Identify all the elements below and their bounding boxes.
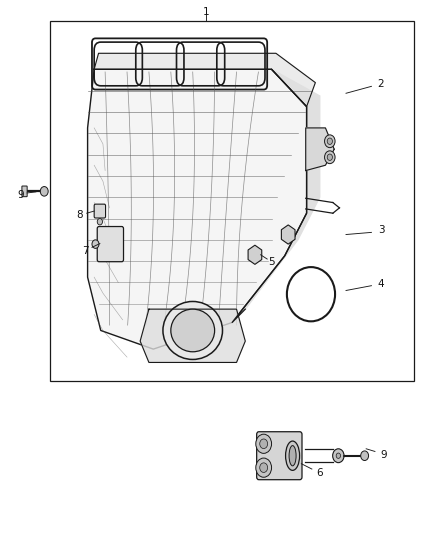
- Ellipse shape: [163, 302, 223, 359]
- FancyBboxPatch shape: [22, 186, 27, 197]
- Text: 1: 1: [202, 7, 209, 17]
- FancyBboxPatch shape: [94, 204, 106, 218]
- Text: 9: 9: [18, 190, 25, 200]
- Text: 6: 6: [316, 468, 323, 478]
- Text: 4: 4: [378, 279, 385, 288]
- Circle shape: [325, 135, 335, 148]
- Circle shape: [327, 154, 332, 160]
- Circle shape: [336, 453, 340, 458]
- Polygon shape: [94, 53, 315, 107]
- Text: 7: 7: [82, 246, 89, 255]
- Polygon shape: [306, 128, 334, 171]
- Polygon shape: [232, 69, 320, 322]
- Circle shape: [256, 458, 272, 477]
- Text: 9: 9: [380, 450, 387, 459]
- Text: 8: 8: [76, 211, 83, 220]
- Polygon shape: [140, 309, 245, 362]
- Circle shape: [256, 434, 272, 454]
- Circle shape: [325, 151, 335, 164]
- Text: 2: 2: [378, 79, 385, 89]
- Circle shape: [260, 439, 268, 449]
- FancyBboxPatch shape: [257, 432, 302, 480]
- Ellipse shape: [286, 441, 300, 471]
- Polygon shape: [88, 69, 307, 349]
- Text: 3: 3: [378, 225, 385, 235]
- Circle shape: [360, 451, 368, 461]
- Ellipse shape: [289, 446, 296, 466]
- Text: 5: 5: [268, 257, 275, 267]
- Bar: [50, 21, 414, 381]
- Circle shape: [332, 449, 344, 463]
- Circle shape: [97, 219, 102, 225]
- Circle shape: [327, 138, 332, 144]
- Circle shape: [92, 240, 99, 248]
- Ellipse shape: [171, 309, 215, 352]
- Circle shape: [260, 463, 268, 472]
- Circle shape: [40, 187, 48, 196]
- FancyBboxPatch shape: [97, 227, 124, 262]
